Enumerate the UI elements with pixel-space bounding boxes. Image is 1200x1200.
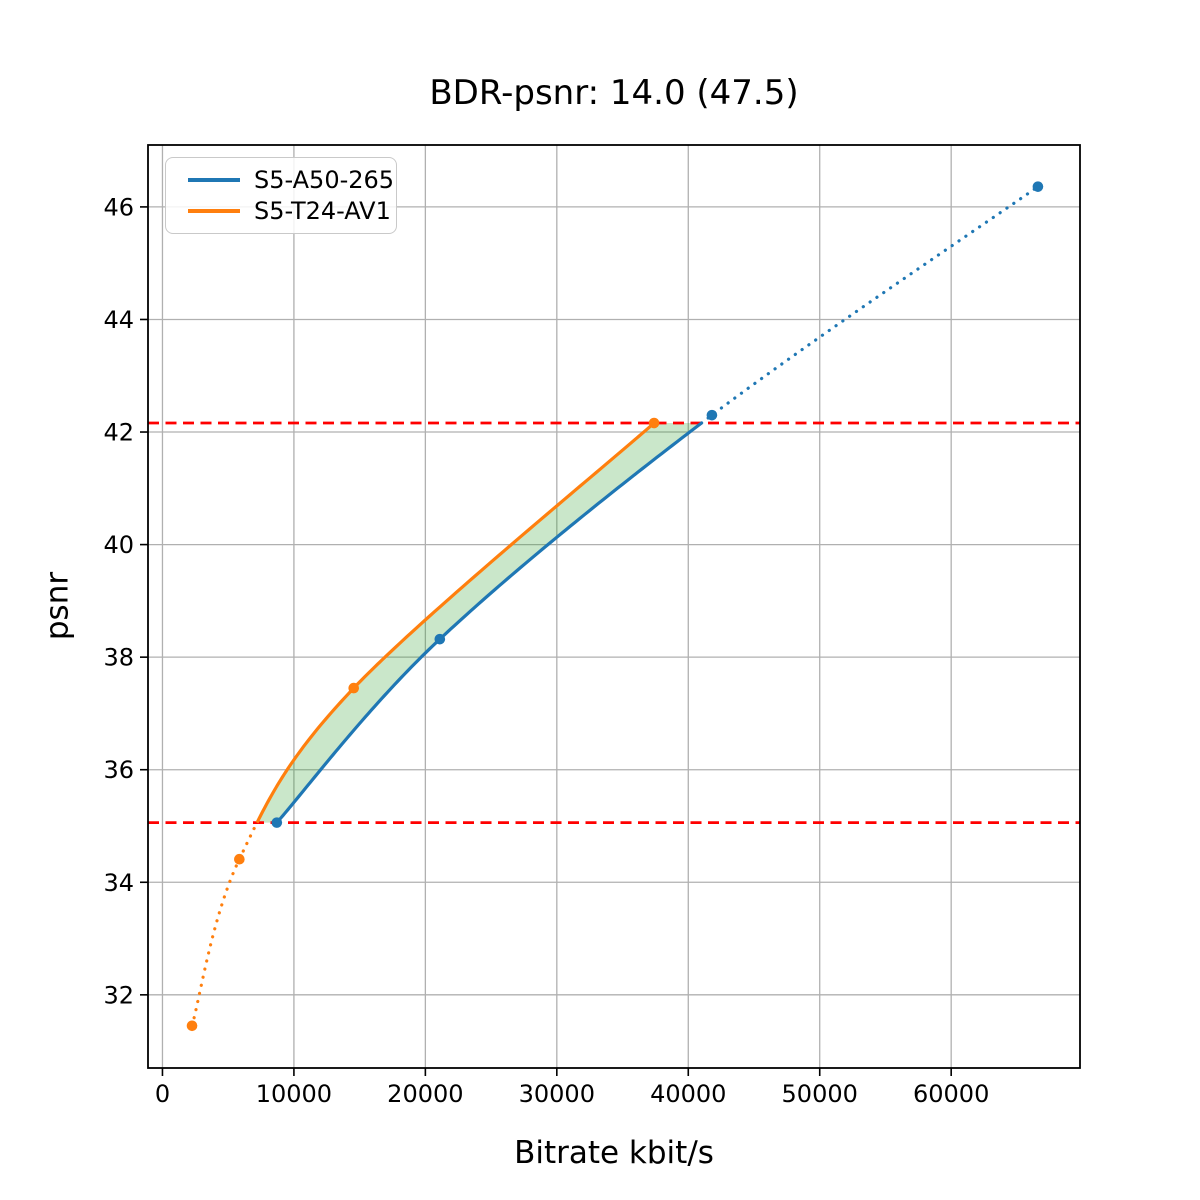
- data-point-marker: [271, 817, 283, 828]
- series-curve-solid: [255, 421, 656, 824]
- y-tick-label: 34: [103, 869, 134, 897]
- legend: S5-A50-265 S5-T24-AV1: [165, 157, 397, 234]
- legend-line-sample-blue: [188, 178, 240, 182]
- x-tick-label: 40000: [650, 1080, 726, 1108]
- data-point-marker: [186, 1020, 198, 1032]
- y-axis-label: psnr: [39, 571, 76, 641]
- y-tick-label: 44: [103, 306, 134, 334]
- legend-entry-s5-a50-265: S5-A50-265: [188, 166, 394, 193]
- y-tick-label: 38: [103, 644, 134, 672]
- x-axis-label: Bitrate kbit/s: [514, 1135, 714, 1171]
- y-tick-label: 42: [103, 419, 134, 447]
- series-curve-solid: [275, 421, 703, 824]
- axes-frame: [147, 144, 1081, 1069]
- x-tick-label: 0: [155, 1080, 170, 1108]
- series-curve-dotted: [699, 185, 1040, 425]
- legend-line-sample-orange: [188, 209, 240, 213]
- data-point-marker: [348, 682, 360, 694]
- x-tick-label: 60000: [913, 1080, 989, 1108]
- data-point-marker: [648, 417, 660, 429]
- data-point-marker: [434, 633, 446, 645]
- chart-title: BDR-psnr: 14.0 (47.5): [429, 73, 799, 113]
- legend-label: S5-A50-265: [254, 165, 395, 194]
- y-tick-label: 46: [103, 193, 134, 221]
- y-tick-label: 36: [103, 756, 134, 784]
- x-tick-label: 20000: [387, 1080, 463, 1108]
- data-point-marker: [234, 853, 245, 865]
- x-tick-label: 30000: [519, 1080, 595, 1108]
- y-tick-label: 32: [103, 981, 134, 1009]
- series-curve-dotted: [190, 821, 259, 1028]
- bd-rate-shaded-region: [257, 423, 702, 823]
- x-tick-label: 50000: [782, 1080, 858, 1108]
- y-tick-label: 40: [103, 531, 134, 559]
- x-tick-label: 10000: [256, 1080, 332, 1108]
- data-point-marker: [706, 409, 718, 421]
- legend-entry-s5-t24-av1: S5-T24-AV1: [188, 197, 391, 224]
- legend-label: S5-T24-AV1: [254, 196, 391, 225]
- data-point-marker: [1032, 181, 1044, 192]
